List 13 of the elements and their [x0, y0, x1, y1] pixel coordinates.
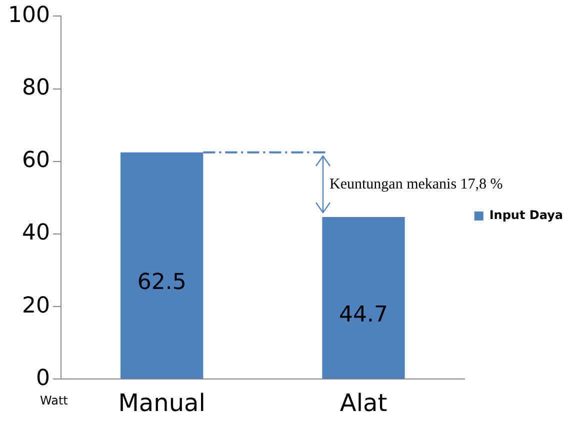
data-label: 62.5 — [137, 270, 186, 296]
y-tick-label: 60 — [22, 148, 50, 174]
x-tick-label: Manual — [118, 388, 206, 417]
legend-label: Input Daya — [489, 208, 564, 222]
y-tick-label: 40 — [22, 220, 50, 246]
data-label: 44.7 — [339, 302, 388, 328]
x-tick-label: Alat — [340, 388, 388, 417]
y-tick-label: 20 — [22, 293, 50, 318]
y-tick-label: 80 — [22, 76, 50, 101]
annotation: Keuntungan mekanis 17,8 % — [330, 176, 503, 193]
y-tick-label: 0 — [36, 366, 50, 391]
y-tick-label: 100 — [8, 2, 50, 28]
y-axis-title: Watt — [40, 393, 68, 408]
